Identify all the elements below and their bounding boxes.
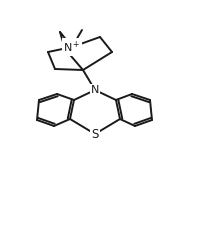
Text: S: S — [91, 128, 99, 141]
Text: N$^+$: N$^+$ — [63, 39, 81, 55]
Text: N: N — [91, 85, 99, 95]
